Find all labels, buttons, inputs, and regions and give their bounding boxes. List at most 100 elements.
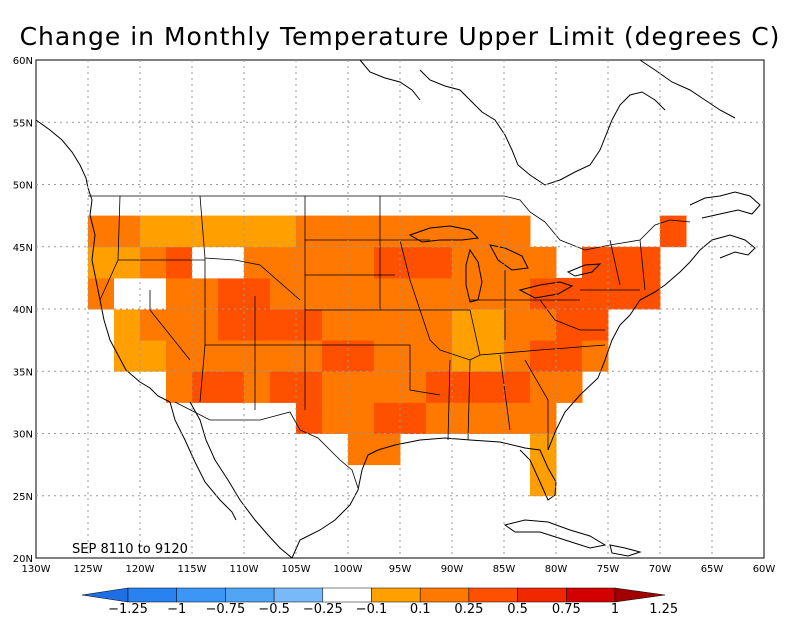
grid-cell: [608, 277, 635, 310]
grid-cell: [374, 277, 401, 310]
grid-cell: [400, 371, 427, 403]
latitude-label: 25N: [13, 492, 33, 503]
grid-cell: [322, 371, 349, 403]
map-title: Change in Monthly Temperature Upper Limi…: [19, 22, 781, 51]
grid-cell: [296, 277, 323, 310]
latitude-label: 40N: [13, 305, 33, 316]
latitude-label: 45N: [13, 243, 33, 254]
grid-cell: [192, 215, 219, 248]
legend-swatch: [273, 587, 324, 603]
grid-cell: [244, 215, 271, 248]
grid-cell: [374, 433, 401, 466]
legend-swatch: [419, 587, 470, 603]
grid-cell: [348, 246, 375, 279]
grid-cell: [452, 371, 479, 403]
longitude-label: 75W: [597, 564, 620, 575]
grid-cell: [452, 340, 479, 372]
grid-cell: [296, 215, 323, 248]
grid-cell: [400, 215, 427, 248]
grid-cell: [374, 371, 401, 403]
grid-cell: [270, 215, 297, 248]
latitude-labels: 60N 55N 50N 45N 40N 35N 30N 25N 20N: [13, 56, 33, 565]
grid-cell: [270, 277, 297, 310]
latitude-label: 55N: [13, 118, 33, 129]
grid-cell: [426, 371, 453, 403]
grid-cell: [218, 371, 245, 403]
grid-cell: [452, 246, 479, 279]
grid-cell: [556, 277, 583, 310]
grid-cell: [244, 277, 271, 310]
longitude-label: 105W: [282, 564, 311, 575]
grid-cell: [140, 215, 167, 248]
grid-cell: [634, 246, 661, 279]
grid-cell: [270, 309, 297, 341]
legend-swatch: [176, 587, 226, 603]
legend-label: −0.75: [205, 602, 245, 617]
grid-cell: [426, 277, 453, 310]
state-borders: [88, 195, 691, 489]
grid-cell: [88, 215, 115, 248]
longitude-label: 115W: [178, 564, 207, 575]
grid-cell: [296, 309, 323, 341]
latitude-label: 50N: [13, 181, 33, 192]
grid-cell: [166, 246, 193, 279]
grid-cell: [400, 309, 427, 341]
grid-cell: [348, 371, 375, 403]
legend-label: 1: [611, 602, 619, 617]
legend-label: 0.25: [454, 602, 483, 617]
legend-label: 0.5: [507, 602, 528, 617]
longitude-label: 60W: [753, 564, 776, 575]
gridlines: [36, 60, 764, 558]
grid-cell: [452, 215, 479, 248]
color-legend: −1.25 −1 −0.75 −0.5 −0.25 −0.1 0.1 0.25 0.5 0.75 1…: [81, 587, 678, 617]
legend-swatch: [322, 587, 372, 603]
grid-cell: [322, 402, 349, 434]
grid-cell: [478, 246, 505, 279]
grid-cell: [426, 215, 453, 248]
grid-cell: [166, 371, 193, 403]
grid-cell: [348, 309, 375, 341]
grid-cell: [634, 277, 661, 310]
legend-swatch: [517, 587, 567, 603]
grid-cell: [608, 246, 635, 279]
longitude-label: 70W: [649, 564, 672, 575]
legend-swatch: [127, 587, 177, 603]
grid-cell: [296, 246, 323, 279]
shaded-cells: [88, 215, 687, 497]
grid-cell: [530, 340, 557, 372]
grid-cell: [426, 340, 453, 372]
grid-cell: [166, 309, 193, 341]
grid-cell: [478, 371, 505, 403]
grid-cell: [140, 277, 167, 310]
grid-cell: [452, 277, 479, 310]
longitude-label: 100W: [334, 564, 363, 575]
grid-cell: [322, 215, 349, 248]
grid-cell: [582, 277, 609, 310]
grid-cell: [530, 309, 557, 341]
grid-cell: [530, 246, 557, 279]
longitude-label: 95W: [389, 564, 412, 575]
grid-cell: [166, 215, 193, 248]
grid-cell: [582, 309, 609, 341]
grid-cell: [556, 371, 583, 403]
grid-cell: [140, 246, 167, 279]
grid-cell: [244, 371, 271, 403]
grid-cell: [218, 215, 245, 248]
grid-cell: [504, 215, 531, 248]
grid-cell: [114, 277, 141, 310]
legend-label: 0.1: [410, 602, 431, 617]
grid-cell: [374, 246, 401, 279]
grid-cell: [218, 309, 245, 341]
grid-cell: [348, 433, 375, 466]
grid-cell: [374, 215, 401, 248]
grid-cell: [504, 309, 531, 341]
grid-cell: [348, 402, 375, 434]
legend-label: −0.5: [258, 602, 290, 617]
grid-cell: [140, 340, 167, 372]
grid-cell: [478, 215, 505, 248]
legend-label: 0.75: [552, 602, 581, 617]
grid-cell: [504, 246, 531, 279]
grid-cell: [218, 277, 245, 310]
legend-label: −0.1: [356, 602, 388, 617]
